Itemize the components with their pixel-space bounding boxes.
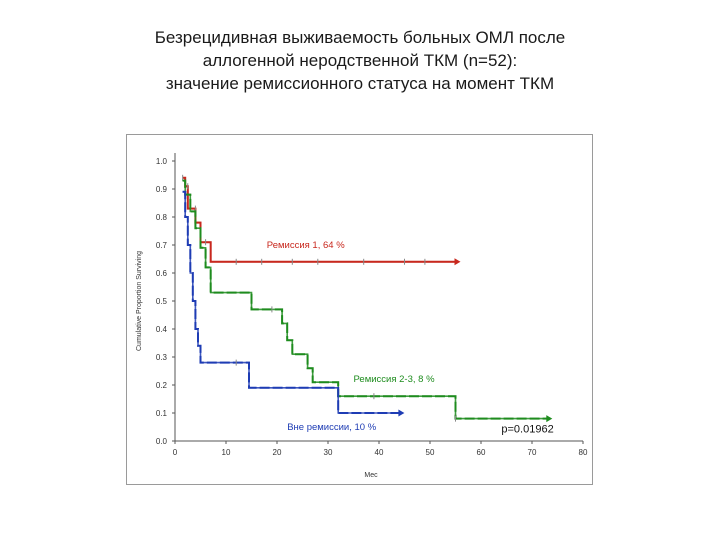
x-tick-label: 60: [477, 448, 486, 457]
end-arrow-no-remission: [398, 409, 405, 417]
p-value-label: p=0.01962: [501, 424, 553, 436]
series-annotation-label: Вне ремиссии, 10 %: [287, 422, 377, 433]
y-tick-label: 0.3: [156, 353, 168, 362]
annotations-group: Ремиссия 1, 64 % Ремиссия 2-3, 8 % Вне рем…: [267, 240, 554, 436]
y-tick-label: 0.4: [156, 325, 168, 334]
series-annotation-label: Ремиссия 1, 64 %: [267, 240, 345, 251]
y-tick-label: 0.7: [156, 241, 168, 250]
series-line-solid-remission-2-3: [182, 179, 548, 420]
title-line-2: аллогенной неродственной ТКМ (n=52):: [202, 51, 518, 70]
y-tick-label: 0.8: [156, 213, 168, 222]
chart-frame: 0.0 0.1 0.2 0.3 0.4 0.5 0.6 0.7 0.8 0.9 1.0 0 10 20 30…: [126, 134, 593, 485]
axes: 0.0 0.1 0.2 0.3 0.4 0.5 0.6 0.7 0.8 0.9 1.0 0 10 20 30…: [136, 153, 588, 479]
series-line-solid-no-remission: [182, 190, 400, 414]
x-tick-label: 70: [528, 448, 537, 457]
y-tick-label: 0.2: [156, 381, 168, 390]
x-tick-label: 40: [375, 448, 384, 457]
y-tick-label: 0.1: [156, 409, 168, 418]
title-line-3: значение ремиссионного статуса на момент…: [165, 74, 555, 93]
x-tick-label: 0: [173, 448, 178, 457]
survival-chart: 0.0 0.1 0.2 0.3 0.4 0.5 0.6 0.7 0.8 0.9 1.0 0 10 20 30…: [136, 153, 588, 479]
y-axis-label: Cumulative Proportion Surviving: [136, 251, 143, 351]
slide-title: Безрецидивная выживаемость больных ОМЛ п…: [60, 26, 660, 95]
x-tick-label: 20: [273, 448, 282, 457]
series-group: [182, 174, 553, 423]
series-annotation-label: Ремиссия 2-3, 8 %: [354, 374, 436, 385]
x-tick-label: 50: [426, 448, 435, 457]
title-line-1: Безрецидивная выживаемость больных ОМЛ п…: [154, 28, 566, 47]
y-tick-label: 0.6: [156, 269, 168, 278]
end-arrow-remission-1: [454, 258, 461, 266]
y-tick-label: 1.0: [156, 157, 168, 166]
y-tick-label: 0.5: [156, 297, 168, 306]
x-tick-label: 80: [579, 448, 588, 457]
x-tick-label: 10: [222, 448, 231, 457]
end-arrow-remission-2-3: [546, 415, 553, 423]
y-tick-label: 0.0: [156, 437, 168, 446]
x-axis-label: Мес: [364, 472, 378, 479]
x-tick-label: 30: [324, 448, 333, 457]
y-tick-label: 0.9: [156, 185, 168, 194]
